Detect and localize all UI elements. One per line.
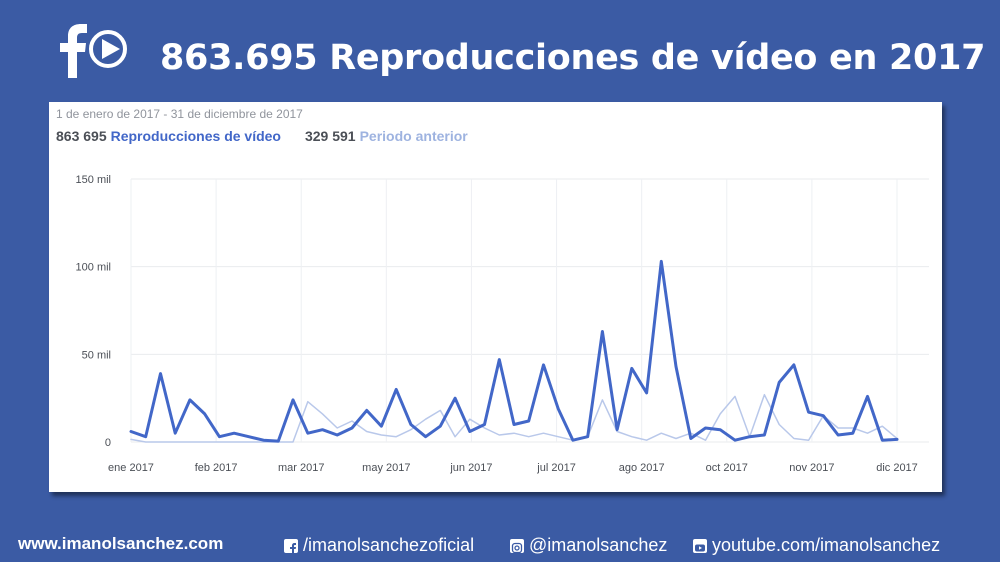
y-tick-label: 100 mil: [76, 262, 111, 274]
x-tick-label: oct 2017: [706, 462, 748, 474]
y-tick-label: 0: [105, 437, 111, 449]
instagram-icon: [510, 538, 524, 553]
x-tick-label: may 2017: [362, 462, 410, 474]
x-tick-label: ago 2017: [619, 462, 665, 474]
facebook-icon: [284, 538, 298, 555]
line-chart: 0 50 mil 100 mil 150 mil ene 2017 feb 2017 mar…: [76, 174, 929, 474]
date-range: 1 de enero de 2017 - 31 de diciembre de …: [56, 107, 303, 121]
footer: www.imanolsanchez.com /imanolsanchezofic…: [0, 534, 1000, 558]
series-line-current: [129, 259, 899, 443]
series-line-previous: [130, 393, 898, 443]
x-tick-label: jul 2017: [536, 462, 576, 474]
current-total: 863 695: [56, 128, 107, 144]
youtube-link[interactable]: youtube.com/imanolsanchez: [693, 535, 940, 556]
x-tick-label: jun 2017: [449, 462, 492, 474]
x-tick-label: mar 2017: [278, 462, 324, 474]
y-tick-label: 50 mil: [82, 349, 111, 361]
facebook-link[interactable]: /imanolsanchezoficial: [284, 535, 474, 556]
facebook-play-logo-icon: [48, 22, 133, 82]
previous-total: 329 591: [304, 128, 356, 144]
x-tick-label: dic 2017: [876, 462, 918, 474]
summary-row: 863 695 Reproducciones de vídeo 329 591 Per…: [56, 128, 468, 144]
instagram-handle: @imanolsanchez: [529, 535, 668, 555]
previous-series-label[interactable]: Periodo anterior: [359, 128, 468, 144]
website-link[interactable]: www.imanolsanchez.com: [18, 534, 224, 553]
y-tick-label: 150 mil: [76, 174, 111, 186]
x-tick-label: feb 2017: [195, 462, 238, 474]
page-title: 863.695 Reproducciones de vídeo en 2017: [160, 38, 986, 78]
x-tick-label: ene 2017: [108, 462, 154, 474]
instagram-link[interactable]: @imanolsanchez: [510, 535, 667, 556]
youtube-icon: [693, 538, 707, 553]
youtube-handle: youtube.com/imanolsanchez: [712, 535, 941, 555]
current-series-label[interactable]: Reproducciones de vídeo: [110, 128, 281, 144]
x-tick-label: nov 2017: [789, 462, 834, 474]
facebook-handle: /imanolsanchezoficial: [303, 535, 475, 555]
chart-card: 1 de enero de 2017 - 31 de diciembre de …: [49, 102, 942, 492]
